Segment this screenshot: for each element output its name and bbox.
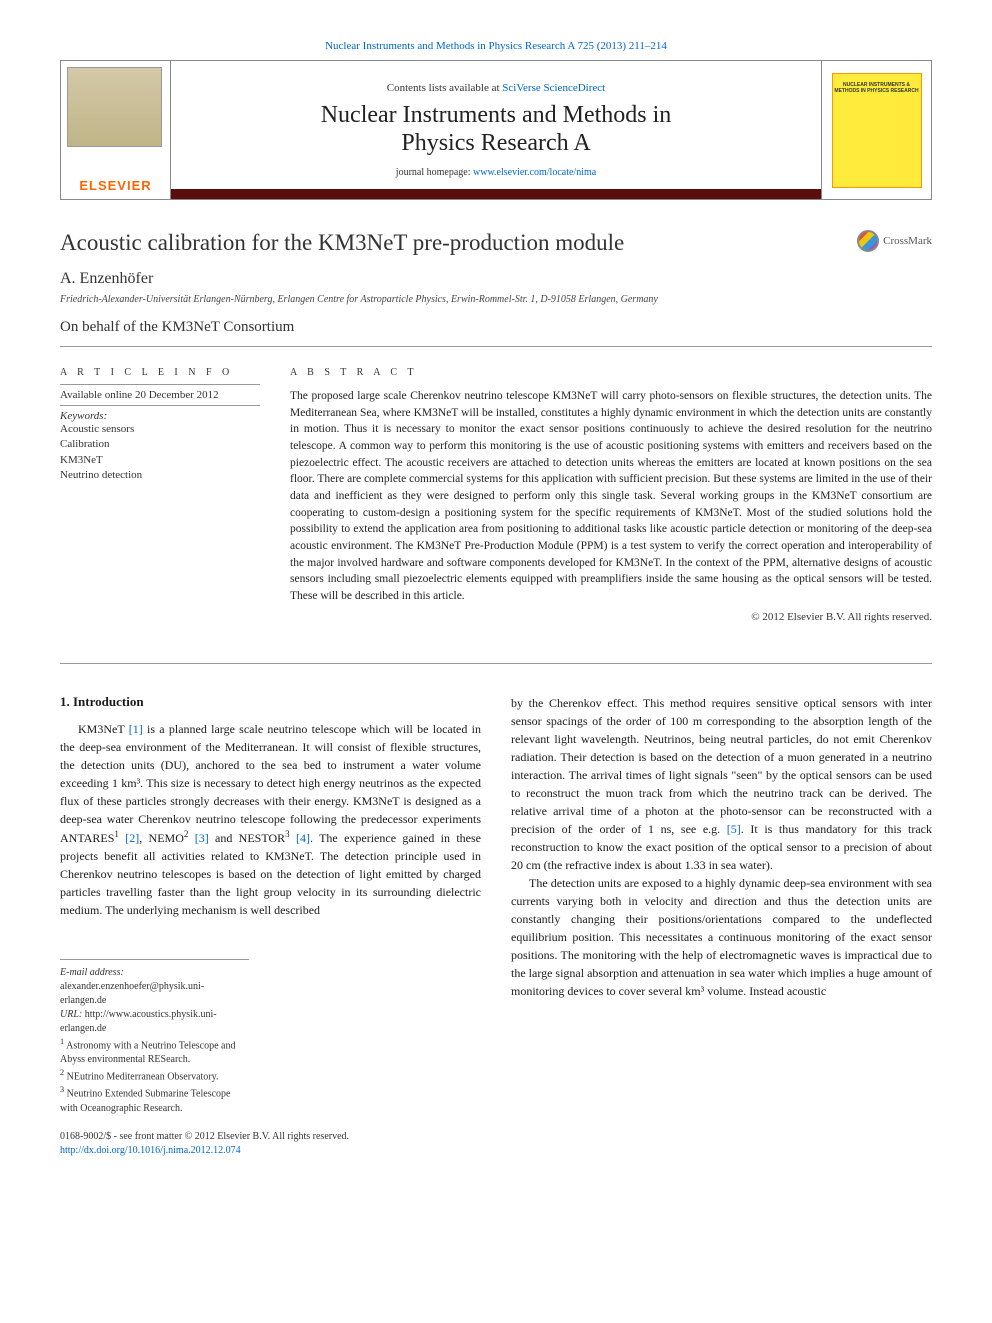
sciencedirect-link[interactable]: SciVerse ScienceDirect [502, 82, 605, 94]
intro-paragraph-1: KM3NeT [1] is a planned large scale neut… [60, 720, 481, 919]
homepage-line: journal homepage: www.elsevier.com/locat… [396, 167, 596, 178]
footnote-email: E-mail address: alexander.enzenhoefer@ph… [60, 966, 249, 1008]
abstract-block: A B S T R A C T The proposed large scale… [290, 367, 932, 623]
journal-cover-thumb: NUCLEAR INSTRUMENTS & METHODS IN PHYSICS… [832, 73, 922, 188]
contents-available: Contents lists available at SciVerse Sci… [387, 82, 605, 94]
fn-text: Neutrino Extended Submarine Telescope wi… [60, 1089, 230, 1114]
email-address[interactable]: alexander.enzenhoefer@physik.uni-erlange… [60, 981, 204, 1006]
footnote-url: URL: http://www.acoustics.physik.uni-erl… [60, 1008, 249, 1036]
section-heading-intro: 1. Introduction [60, 694, 481, 710]
cover-text: NUCLEAR INSTRUMENTS & METHODS IN PHYSICS… [833, 82, 921, 94]
contents-prefix: Contents lists available at [387, 82, 502, 94]
ref-link-2[interactable]: [2] [119, 831, 139, 845]
abstract-text: The proposed large scale Cherenkov neutr… [290, 388, 932, 605]
ref-link-5[interactable]: [5] [727, 822, 741, 836]
divider [60, 346, 932, 347]
text: is a planned large scale neutrino telesc… [60, 722, 481, 845]
fn-text: NEutrino Mediterranean Observatory. [67, 1071, 219, 1082]
body-column-right: by the Cherenkov effect. This method req… [511, 694, 932, 1158]
article-info-block: A R T I C L E I N F O Available online 2… [60, 367, 260, 623]
crossmark-icon [857, 230, 879, 252]
article-title: Acoustic calibration for the KM3NeT pre-… [60, 230, 624, 256]
keyword: Calibration [60, 437, 260, 452]
journal-banner: ELSEVIER Contents lists available at Sci… [60, 60, 932, 200]
keyword: Neutrino detection [60, 468, 260, 483]
elsevier-tree-icon [67, 67, 162, 147]
journal-name-line2: Physics Research A [401, 130, 590, 156]
available-online: Available online 20 December 2012 [60, 389, 260, 401]
divider [60, 663, 932, 664]
journal-name: Nuclear Instruments and Methods in Physi… [321, 102, 672, 157]
on-behalf-of: On behalf of the KM3NeT Consortium [60, 319, 932, 336]
email-label: E-mail address: [60, 967, 124, 978]
doi-link[interactable]: http://dx.doi.org/10.1016/j.nima.2012.12… [60, 1145, 241, 1156]
text: and NESTOR [209, 831, 285, 845]
homepage-link[interactable]: www.elsevier.com/locate/nima [473, 167, 596, 178]
url-label: URL: [60, 1009, 85, 1020]
footnote-2: 2 NEutrino Mediterranean Observatory. [60, 1067, 249, 1084]
author-name: A. Enzenhöfer [60, 270, 932, 288]
keyword: Acoustic sensors [60, 422, 260, 437]
abstract-copyright: © 2012 Elsevier B.V. All rights reserved… [290, 611, 932, 623]
banner-accent-bar [171, 189, 821, 199]
crossmark-label: CrossMark [883, 235, 932, 247]
ref-link-1[interactable]: [1] [129, 722, 143, 736]
homepage-prefix: journal homepage: [396, 167, 473, 178]
intro-paragraph-2: The detection units are exposed to a hig… [511, 874, 932, 1000]
journal-citation[interactable]: Nuclear Instruments and Methods in Physi… [60, 40, 932, 52]
divider [60, 384, 260, 385]
intro-paragraph-1-cont: by the Cherenkov effect. This method req… [511, 694, 932, 874]
text: KM3NeT [78, 722, 129, 736]
text: by the Cherenkov effect. This method req… [511, 696, 932, 836]
ref-link-3[interactable]: [3] [188, 831, 208, 845]
ref-link-4[interactable]: [4] [290, 831, 310, 845]
banner-publisher: ELSEVIER [61, 61, 171, 199]
footnote-1: 1 Astronomy with a Neutrino Telescope an… [60, 1036, 249, 1067]
banner-cover: NUCLEAR INSTRUMENTS & METHODS IN PHYSICS… [821, 61, 931, 199]
banner-center: Contents lists available at SciVerse Sci… [171, 61, 821, 199]
issn-line: 0168-9002/$ - see front matter © 2012 El… [60, 1130, 481, 1144]
divider [60, 405, 260, 406]
article-info-heading: A R T I C L E I N F O [60, 367, 260, 378]
crossmark-badge[interactable]: CrossMark [857, 230, 932, 252]
elsevier-wordmark: ELSEVIER [67, 178, 164, 193]
keyword: KM3NeT [60, 453, 260, 468]
abstract-heading: A B S T R A C T [290, 367, 932, 378]
fn-text: Astronomy with a Neutrino Telescope and … [60, 1040, 235, 1065]
text: , NEMO [139, 831, 184, 845]
footnote-3: 3 Neutrino Extended Submarine Telescope … [60, 1084, 249, 1115]
body-column-left: 1. Introduction KM3NeT [1] is a planned … [60, 694, 481, 1158]
author-affiliation: Friedrich-Alexander-Universität Erlangen… [60, 294, 932, 305]
keywords-label: Keywords: [60, 410, 260, 422]
journal-name-line1: Nuclear Instruments and Methods in [321, 102, 672, 128]
footnotes-block: E-mail address: alexander.enzenhoefer@ph… [60, 959, 249, 1116]
front-matter: 0168-9002/$ - see front matter © 2012 El… [60, 1130, 481, 1158]
